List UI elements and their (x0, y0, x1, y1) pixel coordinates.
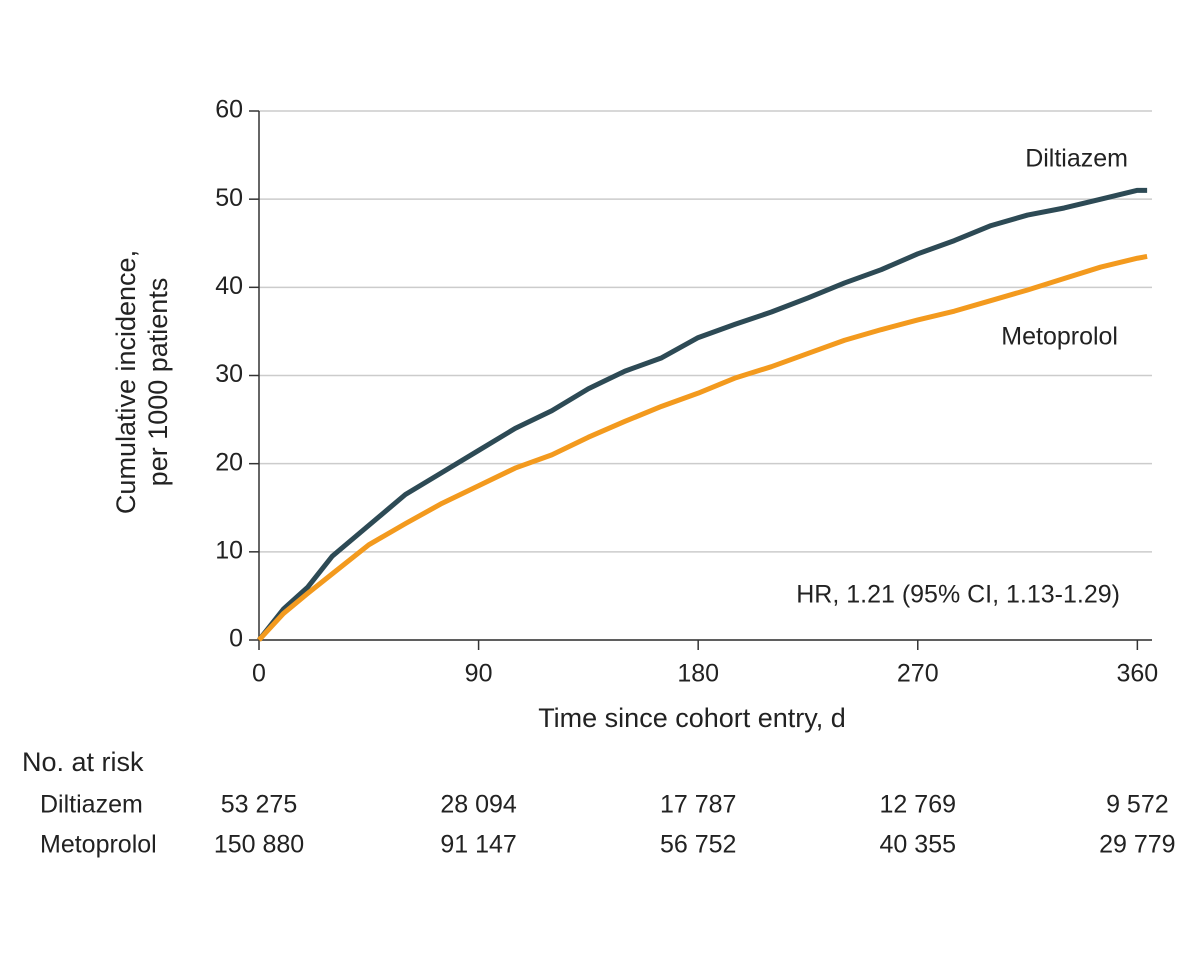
series-line (257, 254, 1148, 642)
y-tick-label: 0 (229, 625, 243, 653)
y-tick-label: 20 (215, 448, 243, 476)
risk-value: 9 572 (1106, 791, 1169, 819)
risk-value: 91 147 (440, 831, 516, 859)
annotation: HR, 1.21 (95% CI, 1.13-1.29) (796, 581, 1120, 609)
risk-value: 28 094 (440, 791, 517, 819)
x-tick-label: 90 (465, 660, 493, 688)
x-tick-label: 360 (1117, 660, 1159, 688)
risk-value: 29 779 (1099, 831, 1175, 859)
risk-row-name: Diltiazem (40, 791, 143, 819)
risk-value: 53 275 (221, 791, 297, 819)
y-tick-label: 30 (215, 360, 243, 388)
y-axis-label-line: Cumulative incidence, (111, 250, 141, 514)
risk-row-name: Metoprolol (40, 831, 157, 859)
x-tick-label: 0 (252, 660, 266, 688)
risk-value: 40 355 (880, 831, 956, 859)
y-tick-label: 50 (215, 184, 243, 212)
y-tick-label: 10 (215, 536, 243, 564)
y-axis-label-line: per 1000 patients (143, 278, 173, 487)
x-axis-label: Time since cohort entry, d (538, 703, 846, 733)
y-axis-label: Cumulative incidence, per 1000 patients (111, 250, 173, 514)
risk-value: 150 880 (214, 831, 304, 859)
series-label: Diltiazem (1025, 145, 1128, 173)
series-line (257, 187, 1148, 642)
risk-value: 56 752 (660, 831, 736, 859)
x-tick-label: 270 (897, 660, 939, 688)
risk-table-title: No. at risk (22, 747, 144, 777)
x-tick-label: 180 (677, 660, 719, 688)
risk-value: 17 787 (660, 791, 736, 819)
risk-value: 12 769 (880, 791, 956, 819)
y-tick-label: 40 (215, 272, 243, 300)
series-label: Metoprolol (1001, 323, 1118, 351)
y-tick-label: 60 (215, 96, 243, 124)
